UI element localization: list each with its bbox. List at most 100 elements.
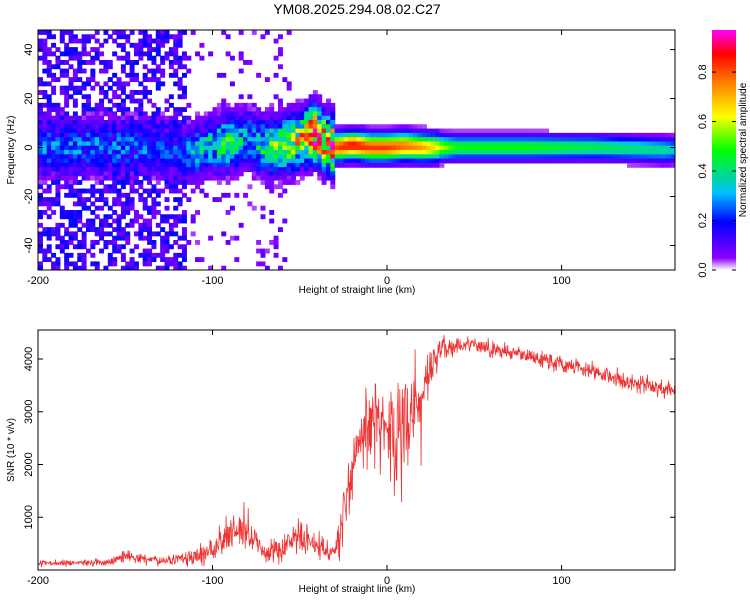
heatmap-cell (657, 158, 663, 164)
heatmap-cell (299, 162, 305, 168)
heatmap-cell (186, 175, 192, 181)
heatmap-cell (160, 265, 166, 270)
heatmap-cell (59, 68, 65, 74)
heatmap-cell (657, 145, 663, 151)
heatmap-cell (640, 141, 646, 147)
heatmap-cell (42, 162, 48, 168)
heatmap-cell (378, 124, 384, 130)
heatmap-cell (199, 115, 205, 121)
heatmap-cell (352, 141, 358, 147)
heatmap-cell (38, 128, 43, 134)
heatmap-cell (129, 150, 135, 155)
heatmap-cell (116, 55, 122, 61)
heatmap-cell (112, 197, 118, 203)
heatmap-cell (177, 175, 183, 181)
heatmap-cell (539, 158, 545, 164)
heatmap-cell (465, 128, 471, 134)
heatmap-cell (317, 102, 323, 108)
heatmap-cell (173, 68, 179, 74)
heatmap-cell (151, 171, 157, 177)
heatmap-cell (138, 145, 144, 151)
heatmap-cell (168, 141, 174, 147)
heatmap-cell (243, 162, 249, 168)
heatmap-cell (195, 154, 201, 160)
heatmap-cell (264, 248, 270, 254)
heatmap-cell (312, 111, 318, 117)
heatmap-cell (321, 158, 327, 164)
heatmap-cell (120, 265, 126, 270)
heatmap-cell (173, 145, 179, 151)
heatmap-cell (103, 244, 109, 250)
heatmap-cell (168, 150, 174, 155)
heatmap-cell (55, 257, 61, 263)
heatmap-cell (583, 158, 589, 164)
heatmap-cell (72, 128, 78, 134)
heatmap-cell (535, 154, 541, 160)
heatmap-cell (125, 60, 131, 65)
heatmap-cell (90, 85, 96, 91)
heatmap-cell (151, 197, 157, 203)
heatmap-cell (55, 261, 61, 267)
heatmap-cell (260, 137, 266, 143)
heatmap-cell (234, 162, 240, 168)
heatmap-cell (365, 158, 371, 164)
heatmap-cell (216, 145, 222, 151)
heatmap-cell (487, 154, 493, 160)
heatmap-cell (339, 128, 345, 134)
heatmap-cell (85, 98, 91, 104)
heatmap-cell (618, 137, 624, 143)
heatmap-cell (199, 137, 205, 143)
heatmap-cell (190, 154, 196, 160)
heatmap-cell (72, 180, 78, 185)
heatmap-cell (461, 132, 467, 138)
heatmap-cell (478, 158, 484, 164)
heatmap-cell (321, 124, 327, 130)
heatmap-cell (81, 85, 87, 91)
heatmap-cell (661, 137, 667, 143)
heatmap-cell (234, 235, 240, 241)
heatmap-cell (195, 175, 201, 181)
heatmap-cell (461, 141, 467, 147)
heatmap-cell (85, 188, 91, 194)
heatmap-cell (94, 38, 100, 44)
heatmap-cell (68, 218, 74, 224)
y-tick-label: 3000 (23, 400, 35, 424)
heatmap-cell (203, 137, 209, 143)
heatmap-cell (160, 218, 166, 224)
heatmap-cell (404, 128, 410, 134)
heatmap-cell (133, 188, 139, 194)
heatmap-cell (155, 145, 161, 151)
heatmap-cell (59, 120, 65, 125)
heatmap-cell (408, 132, 414, 138)
heatmap-cell (160, 128, 166, 134)
heatmap-cell (234, 111, 240, 117)
heatmap-cell (90, 240, 96, 245)
heatmap-cell (273, 132, 279, 138)
heatmap-cell (64, 120, 70, 125)
heatmap-cell (177, 64, 183, 70)
heatmap-cell (487, 150, 493, 155)
x-tick-label: -100 (202, 275, 224, 287)
heatmap-cell (55, 128, 61, 134)
heatmap-cell (164, 162, 170, 168)
heatmap-cell (94, 120, 100, 125)
heatmap-cell (51, 210, 57, 215)
heatmap-cell (55, 175, 61, 181)
heatmap-cell (64, 111, 70, 117)
heatmap-cell (299, 171, 305, 177)
heatmap-cell (203, 145, 209, 151)
heatmap-cell (120, 192, 126, 198)
heatmap-cell (125, 235, 131, 241)
heatmap-cell (387, 154, 392, 160)
heatmap-cell (107, 150, 113, 155)
heatmap-cell (640, 154, 646, 160)
heatmap-cell (51, 231, 57, 237)
heatmap-cell (208, 132, 214, 138)
heatmap-cell (299, 150, 305, 155)
heatmap-cell (212, 158, 218, 164)
heatmap-cell (648, 150, 654, 155)
heatmap-cell (168, 154, 174, 160)
heatmap-cell (42, 120, 48, 125)
heatmap-cell (282, 128, 288, 134)
heatmap-cell (317, 107, 323, 113)
